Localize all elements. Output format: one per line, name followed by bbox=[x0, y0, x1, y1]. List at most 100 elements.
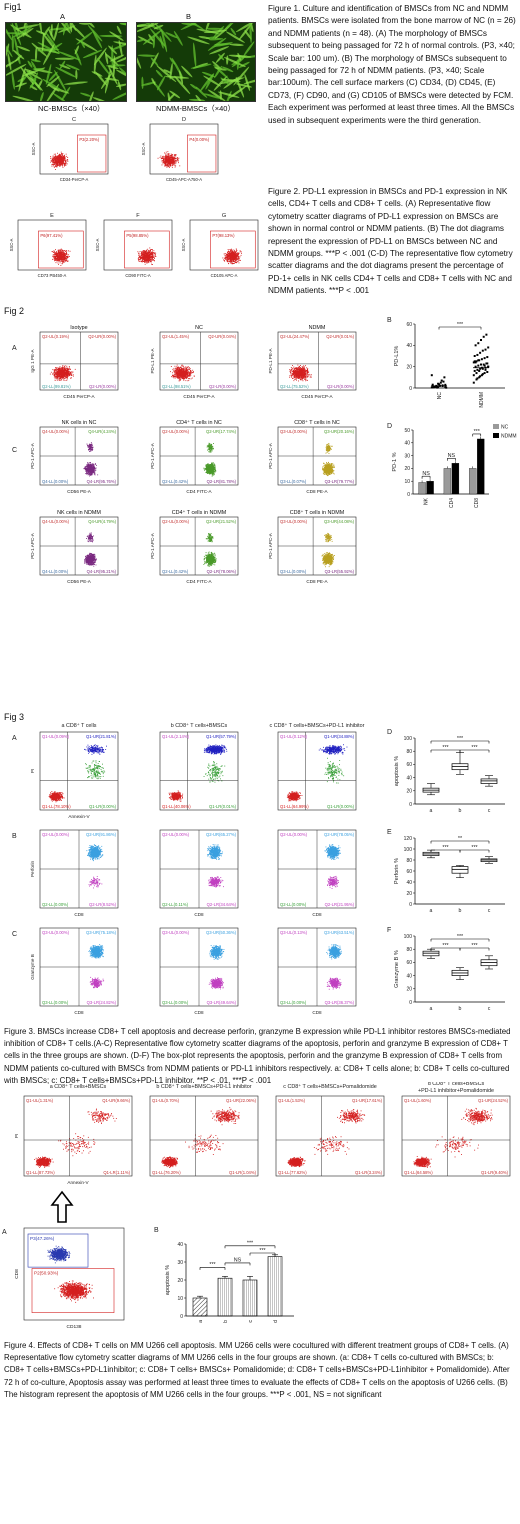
x-tick-label: a bbox=[430, 808, 433, 814]
cell-body bbox=[249, 23, 252, 44]
y-tick-label: 40 bbox=[406, 880, 412, 886]
cell-body bbox=[96, 57, 111, 76]
cell-body bbox=[76, 31, 93, 45]
data-point bbox=[477, 364, 480, 367]
up-arrow-icon bbox=[50, 1190, 74, 1223]
cell-body bbox=[199, 73, 214, 92]
quadrant-ll: Q2-LL(75.52%) bbox=[280, 384, 309, 389]
y-tick-label: 30 bbox=[177, 1260, 183, 1266]
data-point bbox=[434, 385, 437, 388]
data-point bbox=[486, 371, 489, 373]
cell-body bbox=[6, 63, 27, 77]
cell-body bbox=[6, 58, 19, 71]
plot-title: NK cells in NDMM bbox=[57, 510, 101, 516]
quadrant-ul: Q1-UL(0.70%) bbox=[152, 1098, 180, 1103]
data-point bbox=[444, 386, 447, 389]
cell-body bbox=[92, 30, 103, 49]
fig2d-bar-chart: D 0 10 20 30 40 50 PD-1 % NK NS CD4 NS CD8 *** NC NDMM bbox=[383, 418, 517, 516]
cell-population bbox=[321, 552, 335, 568]
cell-population bbox=[461, 1107, 493, 1126]
significance-label: *** bbox=[471, 845, 478, 851]
cell-body bbox=[69, 23, 73, 33]
panel-letter: B bbox=[387, 317, 392, 324]
cell-body bbox=[137, 23, 159, 33]
cell-body bbox=[195, 94, 202, 101]
cell-body bbox=[7, 52, 12, 71]
y-tick-label: 120 bbox=[404, 836, 413, 842]
y-axis-label: PD-1 APC-A bbox=[30, 442, 35, 468]
data-point bbox=[480, 363, 482, 366]
bar bbox=[217, 1277, 233, 1317]
quadrant-ul: Q2-UL(24.47%) bbox=[280, 334, 310, 339]
quadrant-ll: Q2-LL(0.00%) bbox=[280, 902, 307, 907]
quadrant-ur: Q1-UR(9.66%) bbox=[102, 1098, 130, 1103]
data-point bbox=[481, 349, 484, 352]
plot-title: NC bbox=[195, 325, 203, 331]
y-axis-label: Perforin % bbox=[394, 858, 400, 884]
quadrant-ur: Q2-UR(0.01%) bbox=[326, 334, 354, 339]
gate-value: P7(98.13%) bbox=[212, 233, 235, 238]
cell-body bbox=[55, 66, 78, 78]
gate-box bbox=[187, 134, 217, 173]
quadrant-ll: Q1-LL(40.06%) bbox=[162, 804, 191, 809]
quadrant-lr: Q1-LR(0.00%) bbox=[89, 804, 117, 809]
gate-box bbox=[38, 230, 84, 269]
y-axis-label: PD-1 APC-A bbox=[150, 532, 155, 558]
quadrant-ll: Q1-LL(64.58%) bbox=[404, 1170, 433, 1175]
quadrant-ur: Q3-UR(50.36%) bbox=[206, 930, 237, 935]
cell-body bbox=[226, 55, 229, 65]
data-point bbox=[437, 386, 440, 389]
quadrant-lr: Q4-LR(95.21%) bbox=[87, 569, 117, 574]
cell-body bbox=[108, 65, 118, 86]
panel-letter: A bbox=[12, 735, 17, 742]
legend-swatch bbox=[493, 424, 499, 429]
cell-body bbox=[49, 27, 68, 31]
y-tick-label: 20 bbox=[406, 891, 412, 897]
cell-body bbox=[118, 40, 123, 57]
cell-body bbox=[151, 77, 156, 86]
x-axis-label: CD8 bbox=[194, 912, 204, 917]
cell-body bbox=[48, 71, 58, 82]
y-axis-label: apoptosis % bbox=[165, 1265, 171, 1295]
plot-frame bbox=[39, 331, 119, 391]
quadrant-lr: Q1-LR(1.11%) bbox=[103, 1170, 130, 1175]
panel-letter: F bbox=[387, 927, 391, 934]
y-tick-label: 100 bbox=[404, 736, 413, 742]
cell-body bbox=[198, 35, 210, 39]
data-point bbox=[479, 367, 482, 370]
gate-value: P6(97.41%) bbox=[40, 233, 63, 238]
significance-label: *** bbox=[442, 845, 449, 851]
x-tick-label: b bbox=[459, 808, 462, 814]
plot-frame bbox=[103, 219, 173, 271]
cell-body bbox=[54, 69, 67, 92]
y-tick-label: 60 bbox=[406, 322, 412, 328]
plot-title: CD8⁺ T cells in NDMM bbox=[290, 510, 345, 516]
y-axis-label: PD-L1 PE-A bbox=[150, 348, 155, 374]
y-tick-label: 20 bbox=[404, 466, 410, 472]
x-axis-label: CD90 FITC-A bbox=[125, 273, 151, 278]
fig1-caption: Figure 1. Culture and identification of … bbox=[268, 3, 518, 127]
significance-label: *** bbox=[457, 934, 464, 940]
quadrant-ll: Q2-LL(0.42%) bbox=[162, 479, 189, 484]
cell-body bbox=[244, 30, 252, 40]
cell-body bbox=[73, 26, 86, 39]
cell-body bbox=[80, 92, 92, 97]
significance-label: *** bbox=[471, 943, 478, 949]
cell-body bbox=[48, 28, 55, 41]
cell-body bbox=[209, 46, 230, 55]
column-title: a CD8⁺ T cells bbox=[61, 723, 96, 729]
plot-title: CD4⁺ T cells in NC bbox=[176, 420, 222, 426]
data-point bbox=[474, 365, 477, 368]
data-point bbox=[475, 378, 478, 381]
x-tick-label: a bbox=[430, 1006, 433, 1012]
significance-label: NS bbox=[448, 453, 456, 459]
cell-body bbox=[82, 49, 103, 59]
panel-letter: B bbox=[154, 1227, 159, 1234]
x-tick-label: NK bbox=[424, 497, 430, 505]
cell-population bbox=[207, 844, 223, 860]
quadrant-ll: Q2-LL(0.11%) bbox=[162, 902, 189, 907]
quadrant-ll: Q1-LL(76.20%) bbox=[152, 1170, 181, 1175]
quadrant-ur: Q2-UR(65.27%) bbox=[206, 832, 237, 837]
panel-letter: F bbox=[136, 213, 140, 219]
cell-body bbox=[221, 78, 241, 82]
